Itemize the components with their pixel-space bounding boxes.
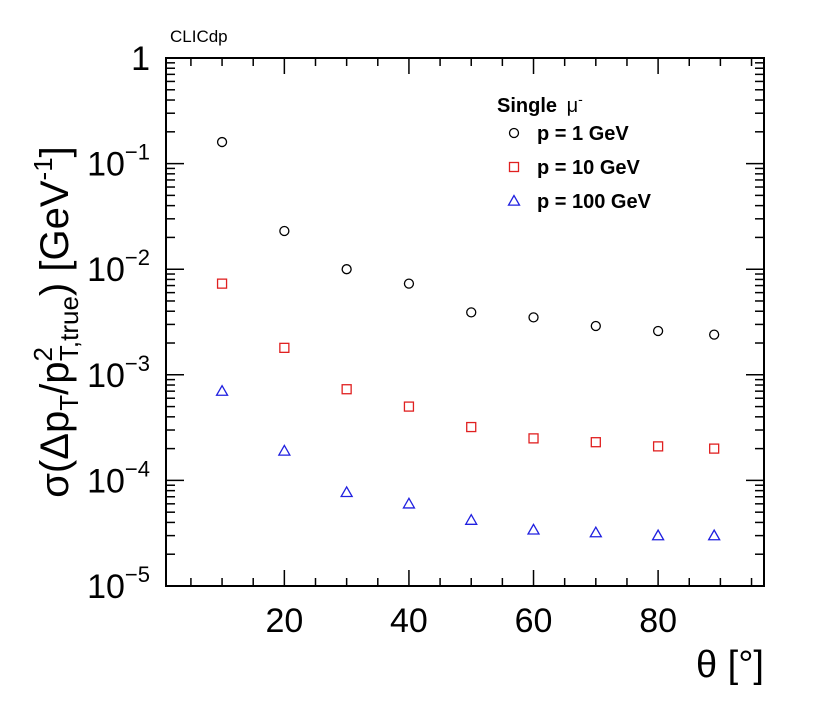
- data-point: [528, 312, 539, 323]
- data-point: [466, 421, 477, 433]
- y-tick-label: 10−3: [87, 351, 150, 395]
- y-axis-label: σ(ΔpT/p2T,true) [GeV-1]: [28, 146, 84, 498]
- legend-title: Single μ-: [497, 91, 583, 117]
- axis-ticks: [166, 58, 764, 587]
- legend-entries: p = 1 GeV p = 10 GeV p = 100 GeV: [507, 123, 652, 213]
- legend-marker: [508, 161, 520, 173]
- legend: Single μ- p = 1 GeV p = 10 GeV p = 100 GeV: [497, 91, 652, 213]
- data-point: [590, 320, 601, 332]
- y-tick-label: 10−2: [87, 245, 150, 289]
- data-point: [709, 329, 720, 340]
- legend-label: p = 100 GeV: [537, 191, 652, 213]
- data-point: [589, 525, 603, 538]
- data-point: [403, 401, 415, 412]
- experiment-tag: CLICdp: [170, 27, 228, 46]
- series-1: [216, 278, 720, 454]
- data-point: [403, 278, 415, 289]
- legend-label: p = 1 GeV: [537, 123, 629, 145]
- y-tick-labels: 1 10−1 10−2 10−3 10−4 10−5: [87, 40, 150, 606]
- data-point: [707, 528, 721, 541]
- data-point: [526, 523, 541, 535]
- legend-marker: [508, 127, 520, 139]
- data-point: [651, 528, 665, 541]
- x-tick-labels: 20 40 60 80: [265, 602, 677, 640]
- data-point: [215, 384, 229, 396]
- data-point: [652, 441, 664, 452]
- legend-marker: [507, 194, 521, 206]
- data-point: [279, 342, 290, 353]
- data-point: [341, 384, 352, 395]
- plot-frame: [165, 57, 765, 587]
- data-point: [652, 325, 664, 337]
- data-point: [340, 485, 354, 498]
- legend-label: p = 10 GeV: [537, 157, 640, 179]
- plot-area-border: [165, 57, 765, 587]
- x-tick-label: 40: [390, 602, 428, 640]
- data-point: [402, 497, 416, 509]
- y-tick-label: 10−1: [87, 140, 150, 184]
- data-point: [466, 307, 477, 318]
- data-point: [216, 278, 228, 289]
- data-points: [215, 136, 721, 541]
- y-tick-label: 1: [131, 40, 150, 78]
- series-0: [216, 136, 720, 340]
- data-point: [277, 444, 291, 456]
- series-2: [215, 384, 721, 541]
- data-point: [464, 513, 478, 525]
- data-point: [528, 433, 539, 444]
- y-tick-label: 10−5: [87, 562, 150, 606]
- y-tick-label: 10−4: [87, 456, 150, 500]
- x-tick-label: 20: [265, 602, 303, 640]
- data-point: [216, 136, 228, 148]
- data-point: [709, 443, 720, 454]
- data-point: [590, 437, 601, 448]
- x-tick-label: 60: [515, 602, 553, 640]
- data-point: [279, 225, 290, 237]
- data-point: [341, 264, 352, 275]
- x-tick-label: 80: [639, 602, 677, 640]
- x-axis-label: θ [°]: [696, 644, 764, 686]
